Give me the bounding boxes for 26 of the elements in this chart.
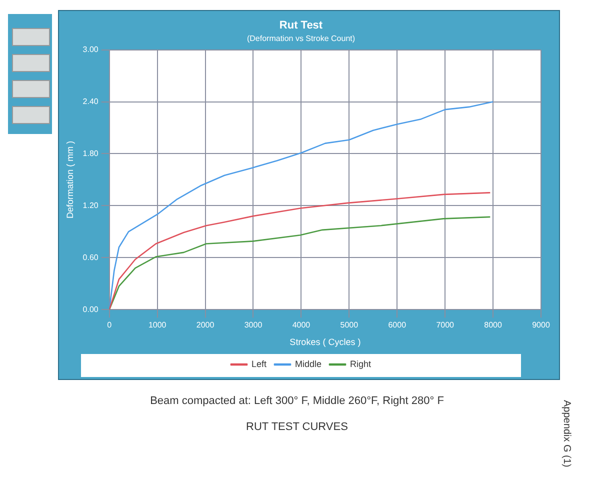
- y-axis-title: Deformation ( mm ): [64, 140, 75, 218]
- y-tick-label: 2.40: [82, 96, 99, 106]
- text: Appendix G (1): [561, 400, 572, 468]
- y-tick-label: 0.60: [82, 252, 99, 262]
- y-tick-label: 1.80: [82, 148, 99, 158]
- x-tick-label: 4000: [292, 320, 311, 330]
- x-tick-label: 7000: [436, 320, 455, 330]
- x-tick-label: 9000: [532, 320, 550, 330]
- legend-label: Right: [350, 358, 372, 369]
- x-tick-label: 5000: [340, 320, 359, 330]
- x-tick-label: 2000: [196, 320, 215, 330]
- x-tick-label: 1000: [148, 320, 167, 330]
- x-tick-label: 8000: [484, 320, 502, 330]
- x-tick-label: 0: [107, 320, 112, 330]
- y-tick-label: 1.20: [82, 200, 99, 210]
- x-tick-label: 3000: [244, 320, 263, 330]
- x-axis-title: Strokes ( Cycles ): [290, 337, 361, 348]
- chart-subtitle: (Deformation vs Stroke Count): [246, 34, 356, 44]
- legend-label: Left: [251, 358, 267, 369]
- chart-title: Rut Test: [279, 20, 323, 32]
- x-tick-label: 6000: [388, 320, 407, 330]
- legend-label: Middle: [294, 358, 322, 369]
- y-tick-label: 0.00: [82, 304, 99, 314]
- text: RUT TEST CURVES: [246, 421, 348, 433]
- y-tick-label: 3.00: [82, 45, 99, 54]
- text: Beam compacted at: Left 300° F, Middle 260°F, Right 280° F: [150, 395, 444, 407]
